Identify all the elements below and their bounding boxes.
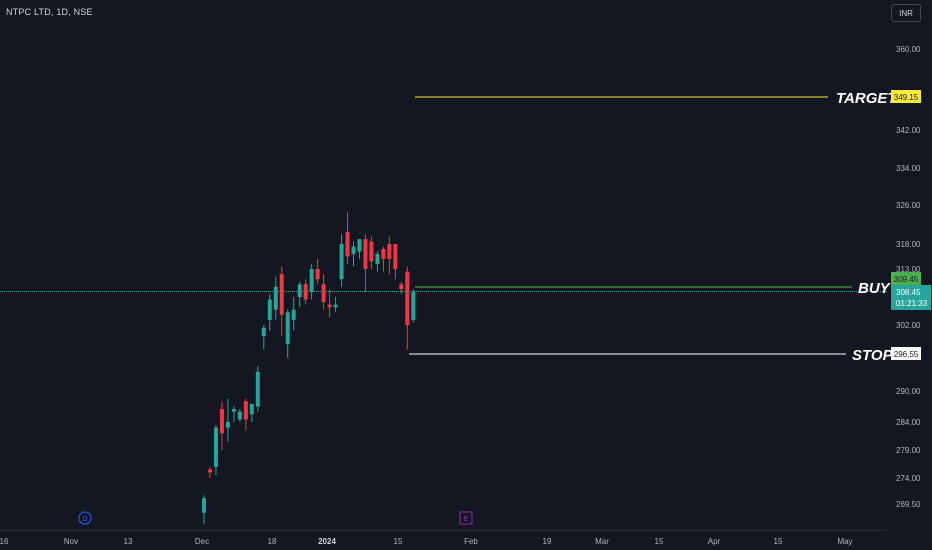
- symbol-title[interactable]: NTPC LTD, 1D, NSE: [6, 7, 93, 17]
- candle-body[interactable]: [267, 299, 272, 320]
- dividend-marker-label: D: [82, 516, 87, 523]
- price-tick: 360.00: [896, 45, 921, 54]
- candle-body[interactable]: [279, 274, 284, 315]
- candle-body[interactable]: [237, 411, 242, 420]
- time-tick: 16: [0, 537, 9, 546]
- price-tick: 274.00: [896, 474, 921, 483]
- candle-body[interactable]: [405, 271, 410, 325]
- last-price-label-bg: [891, 285, 931, 310]
- time-tick: 19: [543, 537, 552, 546]
- price-tick: 302.00: [896, 321, 921, 330]
- buy-price-label-bg: [891, 272, 921, 285]
- candle-body[interactable]: [249, 403, 254, 415]
- stop-label: STOP: [852, 347, 894, 364]
- candle-body[interactable]: [321, 284, 326, 303]
- buy-label: BUY: [858, 280, 892, 297]
- candle-body[interactable]: [291, 309, 296, 320]
- stop-price-label-bg: [891, 347, 921, 360]
- dividend-marker[interactable]: [78, 511, 92, 525]
- candle-body[interactable]: [351, 246, 356, 255]
- candle-body[interactable]: [231, 409, 236, 412]
- candle-body[interactable]: [309, 269, 314, 292]
- candle-body[interactable]: [285, 312, 290, 345]
- price-tick: 334.00: [896, 164, 921, 173]
- candle-body[interactable]: [243, 401, 248, 420]
- candle-body[interactable]: [273, 286, 278, 310]
- time-tick-year: 2024: [318, 537, 336, 546]
- candle-body[interactable]: [202, 498, 206, 513]
- price-tick: 290.00: [896, 387, 921, 396]
- candle-body[interactable]: [315, 269, 320, 280]
- candle-body[interactable]: [255, 371, 260, 407]
- price-tick: 318.00: [896, 240, 921, 249]
- bar-countdown: 01:21:33: [896, 299, 928, 308]
- price-tick: 342.00: [896, 126, 921, 135]
- candle-body[interactable]: [411, 292, 416, 320]
- price-axis[interactable]: 360.00 342.00 334.00 326.00 318.00 313.0…: [896, 45, 921, 509]
- time-tick: Dec: [195, 537, 209, 546]
- candle-body[interactable]: [387, 244, 392, 259]
- candle-body[interactable]: [207, 469, 212, 473]
- time-axis[interactable]: 16 Nov 13 Dec 18 2024 15 Feb 19 Mar 15 A…: [0, 537, 853, 546]
- candle-body[interactable]: [225, 422, 230, 428]
- price-tick: 313.00: [896, 265, 921, 274]
- earnings-marker-label: E: [464, 516, 469, 523]
- currency-button[interactable]: INR: [891, 4, 921, 22]
- time-tick: 15: [394, 537, 403, 546]
- price-tick: 279.00: [896, 446, 921, 455]
- candle-body[interactable]: [369, 241, 374, 262]
- stop-price-label: 296.55: [894, 350, 919, 359]
- price-tick: 269.50: [896, 500, 921, 509]
- price-tick: 284.00: [896, 418, 921, 427]
- candle-body[interactable]: [219, 409, 224, 434]
- candle-body[interactable]: [345, 231, 350, 257]
- time-tick: Mar: [595, 537, 609, 546]
- price-tick: 326.00: [896, 201, 921, 210]
- last-price-value: 308.45: [896, 288, 921, 297]
- candle-body[interactable]: [213, 427, 218, 467]
- time-tick: 18: [268, 537, 277, 546]
- buy-price-label: 309.45: [894, 275, 919, 284]
- time-tick: May: [837, 537, 852, 546]
- time-tick: 15: [655, 537, 664, 546]
- earnings-marker[interactable]: [459, 511, 473, 525]
- candle-body[interactable]: [375, 254, 380, 264]
- candle-body[interactable]: [297, 284, 302, 297]
- candle-body[interactable]: [303, 284, 308, 300]
- candle-body[interactable]: [339, 244, 344, 280]
- time-tick: Feb: [464, 537, 478, 546]
- candle-body[interactable]: [357, 239, 362, 252]
- time-tick: Apr: [708, 537, 721, 546]
- target-label: TARGET: [836, 90, 898, 107]
- candle-body[interactable]: [363, 239, 368, 269]
- target-price-label: 349.15: [894, 93, 919, 102]
- candle-body[interactable]: [327, 304, 332, 308]
- target-price-label-bg: [891, 90, 921, 103]
- candle-body[interactable]: [261, 327, 266, 336]
- candle-body[interactable]: [393, 244, 398, 269]
- candle-series: [202, 212, 416, 525]
- time-tick: 13: [124, 537, 133, 546]
- candle-body[interactable]: [399, 284, 404, 290]
- time-tick: 15: [774, 537, 783, 546]
- time-tick: Nov: [64, 537, 78, 546]
- candle-body[interactable]: [381, 249, 386, 259]
- candle-body[interactable]: [333, 304, 338, 308]
